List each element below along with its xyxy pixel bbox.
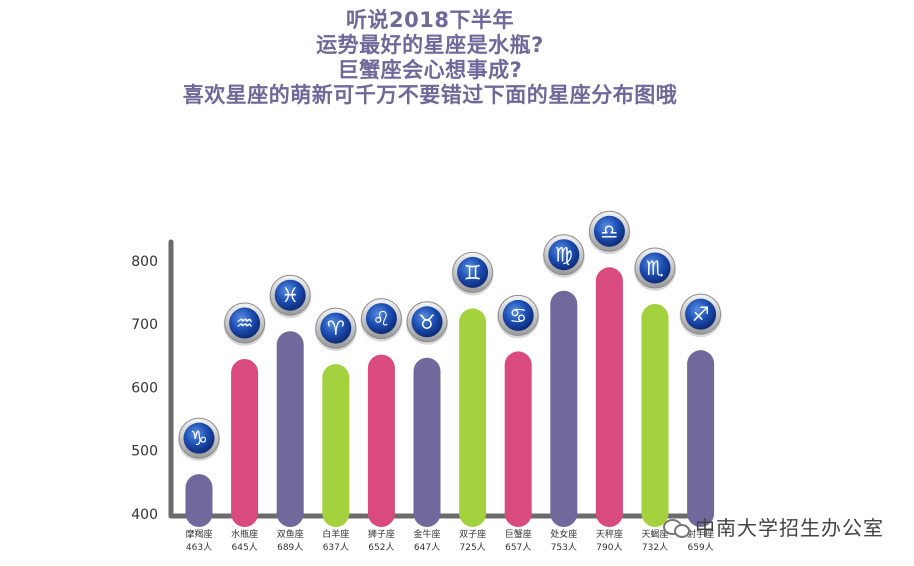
- wechat-icon: [663, 517, 690, 538]
- count-label: 790人: [596, 542, 622, 553]
- title-line-4: 喜欢星座的萌新可千万不要错过下面的星座分布图哦: [182, 83, 678, 107]
- y-tick-label: 700: [131, 317, 158, 333]
- chart-title: 听说2018下半年 运势最好的星座是水瓶? 巨蟹座会心想事成? 喜欢星座的萌新可…: [130, 8, 730, 108]
- svg-text:♐: ♐: [692, 302, 710, 326]
- bar-天蝎座: [641, 303, 669, 527]
- count-label: 463人: [186, 542, 212, 553]
- count-label: 652人: [368, 542, 394, 553]
- category-label: 摩羯座: [185, 528, 212, 540]
- bar-天秤座: [595, 267, 623, 527]
- svg-text:♎: ♎: [600, 219, 618, 243]
- y-tick-label: 500: [131, 444, 158, 460]
- category-label: 双子座: [459, 528, 486, 540]
- scorpio-icon: ♏: [634, 247, 676, 291]
- bar-金牛座: [413, 357, 441, 527]
- category-labels-group: 摩羯座 463人 水瓶座 645人 双鱼座 689人 白羊座 637人 狮子座 652人 金牛座 64…: [185, 528, 714, 553]
- title-line-2: 运势最好的星座是水瓶?: [316, 33, 544, 57]
- gemini-icon: ♊: [451, 251, 494, 296]
- y-tick-label: 400: [131, 507, 158, 523]
- title-line-3: 巨蟹座会心想事成?: [337, 58, 523, 82]
- count-label: 659人: [688, 542, 714, 553]
- count-label: 689人: [277, 542, 303, 553]
- bar-处女座: [550, 290, 578, 527]
- svg-text:♍: ♍: [555, 243, 573, 267]
- bar-双鱼座: [276, 331, 304, 527]
- bar-水瓶座: [231, 359, 259, 527]
- bar-双子座: [459, 308, 487, 527]
- svg-text:♊: ♊: [464, 260, 482, 284]
- category-label: 狮子座: [368, 528, 395, 540]
- y-tick-label: 600: [131, 380, 158, 396]
- pisces-icon: ♓: [269, 274, 312, 319]
- watermark: 中南大学招生办公室: [663, 512, 884, 541]
- libra-icon: ♎: [588, 210, 631, 255]
- bar-巨蟹座: [504, 351, 532, 527]
- category-label: 金牛座: [413, 528, 440, 540]
- svg-text:♑: ♑: [190, 426, 208, 450]
- category-label: 处女座: [550, 528, 577, 540]
- aries-icon: ♈: [314, 307, 357, 352]
- title-line-1: 听说2018下半年: [346, 8, 514, 32]
- taurus-icon: ♉: [406, 301, 448, 345]
- watermark-text: 中南大学招生办公室: [695, 516, 884, 540]
- bar-狮子座: [367, 354, 395, 527]
- svg-text:♌: ♌: [372, 307, 390, 331]
- category-label: 巨蟹座: [505, 528, 532, 540]
- count-label: 732人: [642, 542, 668, 553]
- category-label: 双鱼座: [277, 528, 304, 540]
- category-label: 水瓶座: [231, 528, 258, 540]
- virgo-icon: ♍: [542, 234, 585, 278]
- category-label: 天秤座: [596, 528, 623, 540]
- category-label: 天蝎座: [641, 528, 668, 540]
- aquarius-icon: ♒: [223, 302, 266, 347]
- category-label: 白羊座: [322, 528, 349, 540]
- sagittarius-icon: ♐: [679, 293, 722, 338]
- svg-text:♏: ♏: [646, 256, 664, 280]
- y-tick-label: 800: [131, 254, 158, 270]
- category-label: 射手座: [687, 528, 714, 540]
- capricorn-icon: ♑: [178, 417, 220, 462]
- cancer-icon: ♋: [497, 294, 540, 339]
- svg-text:♉: ♉: [418, 310, 436, 334]
- bar-射手座: [687, 350, 715, 527]
- svg-text:♒: ♒: [236, 311, 254, 335]
- bars-group: [185, 267, 715, 527]
- count-label: 645人: [232, 542, 258, 553]
- bar-摩羯座: [185, 474, 213, 527]
- count-label: 637人: [323, 542, 349, 553]
- svg-text:♈: ♈: [327, 316, 345, 340]
- svg-text:♋: ♋: [509, 303, 527, 327]
- count-label: 725人: [460, 542, 486, 553]
- leo-icon: ♌: [360, 298, 403, 342]
- count-label: 753人: [551, 542, 577, 553]
- svg-text:♓: ♓: [281, 283, 299, 307]
- count-label: 657人: [505, 542, 531, 553]
- sign-icons-group: ♑ ♒ ♓ ♈ ♌ ♉ ♊ ♋ ♍ ♎ ♏ ♐: [178, 210, 722, 462]
- count-label: 647人: [414, 542, 440, 553]
- bar-白羊座: [322, 364, 350, 527]
